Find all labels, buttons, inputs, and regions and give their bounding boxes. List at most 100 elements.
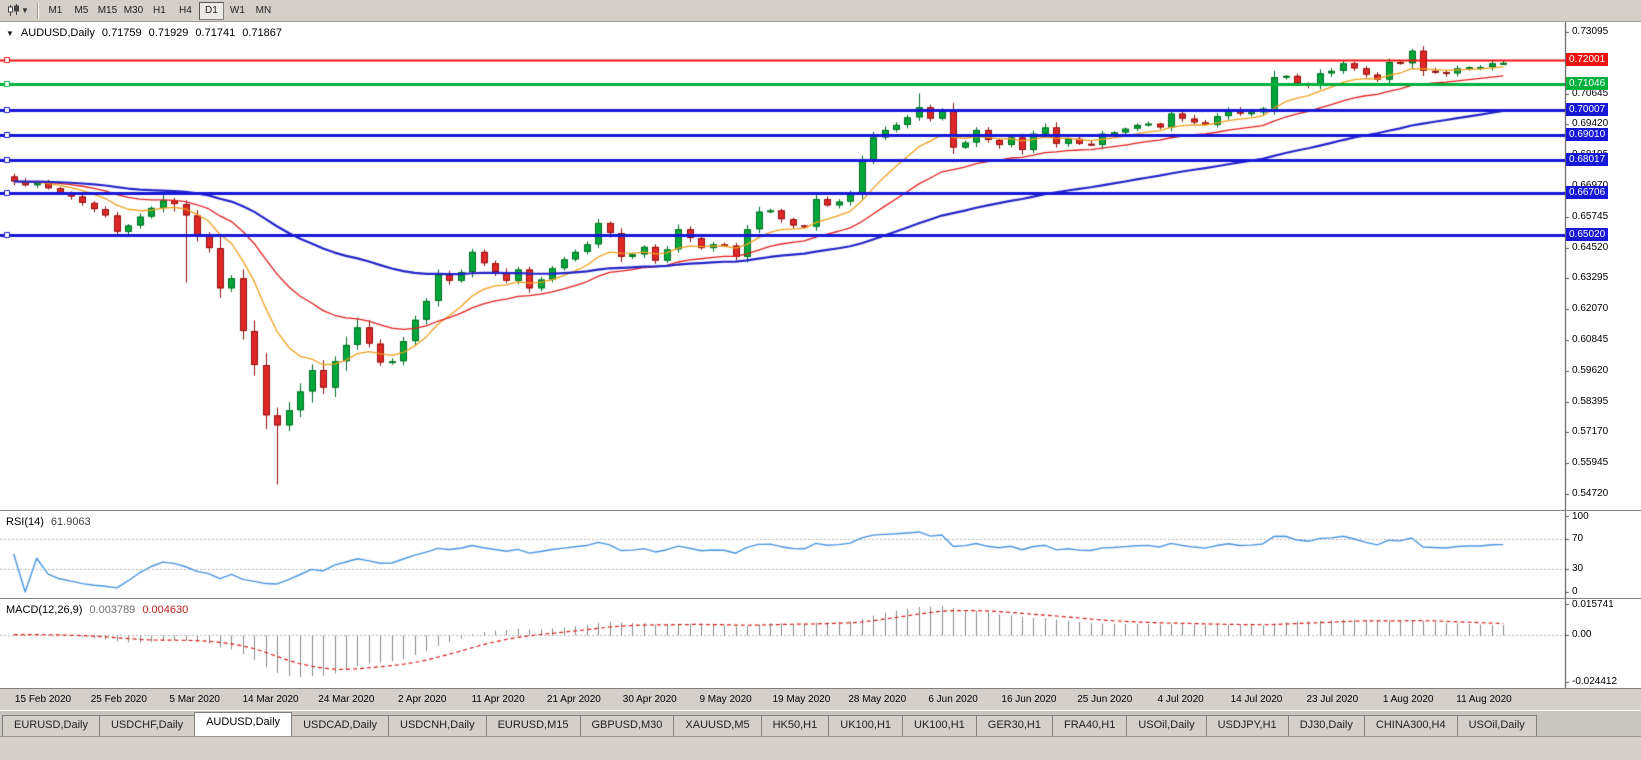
timeframe-button-m1[interactable]: M1 — [42, 1, 68, 20]
date-axis-label: 16 Jun 2020 — [1001, 694, 1057, 705]
chart-tab[interactable]: USDCNH,Daily — [388, 715, 487, 736]
macd-header: MACD(12,26,9) 0.003789 0.004630 — [6, 604, 188, 616]
macd-axis-label: 0.015741 — [1572, 599, 1614, 610]
rsi-label: RSI(14) — [6, 516, 44, 528]
date-axis-label: 15 Feb 2020 — [14, 694, 72, 705]
rsi-axis-label: 100 — [1572, 511, 1589, 522]
date-axis-label: 23 Jul 2020 — [1306, 694, 1359, 705]
hline-price-tag: 0.66706 — [1566, 185, 1609, 199]
date-axis-label: 4 Jul 2020 — [1157, 694, 1204, 705]
toolbar-separator — [36, 2, 39, 19]
hline-price-tag: 0.65020 — [1566, 228, 1609, 242]
timeframe-button-h1[interactable]: H1 — [146, 1, 172, 20]
chart-symbol: AUDUSD,Daily — [20, 27, 95, 39]
chart-tab[interactable]: USDJPY,H1 — [1205, 715, 1289, 736]
price-axis-label: 0.62070 — [1572, 303, 1609, 315]
price-axis-label: 0.57170 — [1572, 426, 1609, 438]
date-axis-label: 30 Apr 2020 — [622, 694, 677, 705]
date-axis-label: 14 Mar 2020 — [242, 694, 299, 705]
macd-panel: MACD(12,26,9) 0.003789 0.004630 0.015741… — [0, 598, 1641, 688]
hline-price-tag: 0.70007 — [1566, 102, 1609, 116]
chart-tab[interactable]: USDCHF,Daily — [98, 715, 196, 736]
price-axis-label: 0.70645 — [1572, 87, 1609, 99]
price-axis-label: 0.65745 — [1572, 210, 1609, 222]
hline-price-tag: 0.72001 — [1566, 52, 1609, 66]
chart-tab[interactable]: GER30,H1 — [975, 715, 1053, 736]
chart-tab[interactable]: USDCAD,Daily — [291, 715, 390, 736]
candlestick-chart-icon — [8, 4, 19, 16]
price-axis-label: 0.66970 — [1572, 180, 1608, 191]
price-axis-label: 0.73095 — [1572, 26, 1609, 37]
chart-tab[interactable]: HK50,H1 — [760, 715, 830, 736]
date-axis-label: 25 Feb 2020 — [90, 694, 147, 705]
macd-signal-value: 0.004630 — [142, 604, 189, 616]
price-axis-label: 0.59620 — [1572, 364, 1609, 376]
date-axis-label: 21 Apr 2020 — [546, 694, 601, 705]
chart-tab[interactable]: UK100,H1 — [828, 715, 904, 736]
timeframe-button-mn[interactable]: MN — [250, 1, 276, 20]
chart-tab[interactable]: EURUSD,Daily — [2, 715, 100, 736]
chart-tab[interactable]: EURUSD,M15 — [485, 715, 581, 736]
ohlc-high: 0.71929 — [148, 27, 189, 39]
date-axis[interactable]: 15 Feb 2020 25 Feb 2020 5 Mar 2020 14 Mar 2… — [0, 688, 1641, 710]
timeframe-button-m30[interactable]: M30 — [120, 1, 146, 20]
macd-canvas[interactable] — [0, 599, 1641, 688]
date-axis-label: 1 Aug 2020 — [1382, 694, 1434, 705]
timeframe-button-m15[interactable]: M15 — [94, 1, 120, 20]
date-axis-label: 6 Jun 2020 — [928, 694, 978, 705]
macd-axis-label: -0.024412 — [1572, 676, 1618, 687]
hline-price-tag: 0.71046 — [1566, 76, 1609, 90]
chart-tab[interactable]: XAUUSD,M5 — [673, 715, 762, 736]
date-axis-label: 2 Apr 2020 — [398, 694, 447, 705]
price-axis-label: 0.64520 — [1572, 241, 1609, 253]
rsi-axis-label: 70 — [1572, 532, 1584, 544]
price-axis-label: 0.55945 — [1572, 457, 1609, 469]
date-axis-label: 11 Apr 2020 — [471, 694, 525, 705]
timeframe-button-w1[interactable]: W1 — [224, 1, 250, 20]
rsi-axis-label: 30 — [1572, 563, 1584, 575]
hline-price-tag: 0.68017 — [1566, 152, 1609, 166]
timeframe-button-m5[interactable]: M5 — [68, 1, 94, 20]
macd-label: MACD(12,26,9) — [6, 604, 83, 616]
chart-type-button[interactable]: ▼ — [3, 1, 33, 20]
chart-tab[interactable]: AUDUSD,Daily — [194, 712, 293, 736]
rsi-canvas[interactable] — [0, 511, 1641, 598]
price-axis-label: 0.58395 — [1572, 395, 1609, 407]
ohlc-close: 0.71867 — [242, 27, 282, 39]
date-axis-label: 25 Jun 2020 — [1077, 694, 1133, 705]
chart-tab[interactable]: FRA40,H1 — [1051, 715, 1128, 736]
macd-main-value: 0.003789 — [89, 604, 136, 616]
price-chart-canvas[interactable] — [0, 22, 1641, 510]
date-axis-label: 28 May 2020 — [848, 694, 907, 705]
date-axis-label: 9 May 2020 — [699, 694, 752, 705]
rsi-axis-label: 0 — [1572, 586, 1578, 597]
date-axis-label: 14 Jul 2020 — [1230, 694, 1283, 705]
chart-tab[interactable]: DJ30,Daily — [1287, 715, 1365, 736]
price-axis-label: 0.63295 — [1572, 272, 1609, 284]
price-axis-label: 0.54720 — [1572, 488, 1609, 499]
timeframe-button-d1[interactable]: D1 — [198, 1, 224, 20]
price-axis-label: 0.60845 — [1572, 334, 1609, 345]
ohlc-open: 0.71759 — [101, 27, 142, 39]
chart-tab[interactable]: UK100,H1 — [902, 715, 977, 736]
chart-tab[interactable]: CHINA300,H4 — [1363, 715, 1458, 736]
rsi-panel: RSI(14) 61.9063 100 70 30 0 — [0, 510, 1641, 598]
chevron-down-icon: ▼ — [21, 6, 29, 15]
status-strip — [0, 736, 1641, 760]
rsi-value: 61.9063 — [50, 516, 91, 528]
macd-axis-label: 0.00 — [1572, 628, 1592, 640]
chart-tab[interactable]: GBPUSD,M30 — [579, 715, 675, 736]
main-panel: ▼ AUDUSD,Daily 0.71759 0.71929 0.71741 0… — [0, 22, 1641, 510]
top-toolbar: ▼ M1 M5 M15 M30 H1 H4 D1 W1 MN — [0, 0, 1641, 22]
date-axis-label: 11 Aug 2020 — [1456, 694, 1512, 705]
chart-tab[interactable]: USOil,Daily — [1126, 715, 1207, 736]
chart-tab[interactable]: USOil,Daily — [1456, 715, 1537, 736]
hline-price-tag: 0.69010 — [1566, 127, 1609, 141]
date-axis-label: 24 Mar 2020 — [318, 694, 375, 705]
timeframe-button-h4[interactable]: H4 — [172, 1, 198, 20]
symbol-dropdown-icon[interactable]: ▼ — [6, 28, 14, 38]
ohlc-low: 0.71741 — [195, 27, 236, 39]
date-axis-label: 19 May 2020 — [772, 694, 831, 705]
chart-header: ▼ AUDUSD,Daily 0.71759 0.71929 0.71741 0… — [6, 27, 282, 39]
chart-window: ▼ AUDUSD,Daily 0.71759 0.71929 0.71741 0… — [0, 22, 1641, 710]
